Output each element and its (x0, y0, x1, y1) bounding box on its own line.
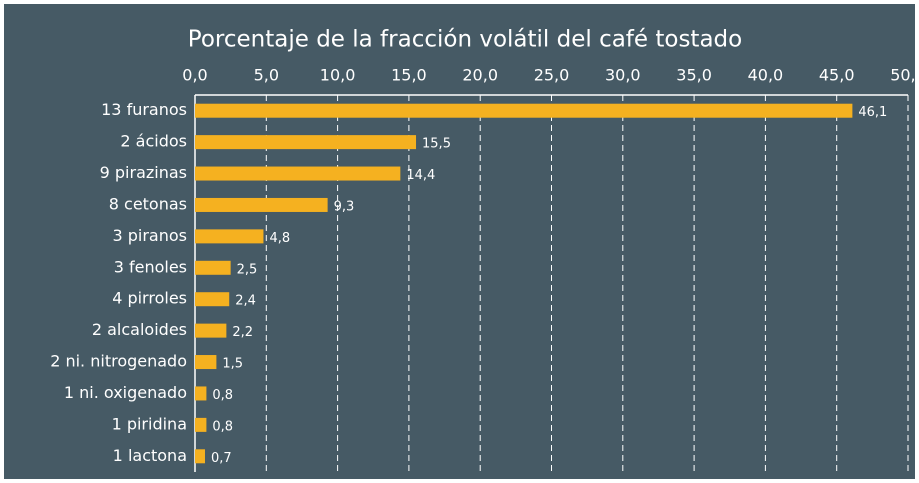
value-label: 9,3 (334, 199, 355, 214)
y-tick-label: 13 furanos (101, 100, 187, 119)
value-label: 15,5 (422, 137, 451, 152)
y-tick-label: 4 pirroles (112, 289, 187, 308)
bar (195, 197, 328, 212)
background (4, 4, 915, 479)
value-label: 2,5 (237, 262, 258, 277)
y-tick-label: 3 fenoles (114, 257, 187, 276)
bar (195, 103, 853, 118)
bar (195, 135, 417, 150)
value-label: 2,2 (232, 325, 253, 340)
x-tick-label: 10,0 (320, 66, 356, 85)
y-tick-label: 2 ni. nitrogenado (50, 352, 187, 371)
y-tick-label: 1 ni. oxigenado (64, 383, 187, 402)
bar (195, 323, 227, 338)
bar (195, 386, 207, 401)
value-label: 46,1 (858, 105, 887, 120)
y-tick-label: 1 lactona (113, 446, 187, 465)
y-tick-label: 2 alcaloides (92, 320, 187, 339)
x-tick-label: 5,0 (254, 66, 279, 85)
x-tick-label: 35,0 (676, 66, 712, 85)
y-tick-label: 1 piridina (112, 414, 187, 433)
bar (195, 292, 230, 307)
value-label: 14,4 (406, 168, 435, 183)
x-tick-label: 20,0 (462, 66, 498, 85)
value-label: 0,8 (212, 419, 233, 434)
bar (195, 449, 205, 464)
value-label: 1,5 (222, 357, 243, 372)
bar (195, 166, 401, 181)
bar (195, 229, 264, 244)
y-tick-label: 9 pirazinas (100, 163, 187, 182)
bar (195, 355, 217, 370)
value-label: 0,8 (212, 388, 233, 403)
x-tick-label: 40,0 (748, 66, 784, 85)
x-tick-label: 50,0 (890, 66, 919, 85)
x-tick-label: 15,0 (391, 66, 427, 85)
value-label: 0,7 (211, 451, 232, 466)
chart-title: Porcentaje de la fracción volátil del ca… (188, 27, 742, 53)
value-label: 2,4 (235, 294, 256, 309)
x-tick-label: 0,0 (182, 66, 207, 85)
x-tick-label: 30,0 (605, 66, 641, 85)
x-tick-label: 45,0 (819, 66, 855, 85)
value-label: 4,8 (269, 231, 290, 246)
x-tick-label: 25,0 (534, 66, 570, 85)
y-tick-label: 8 cetonas (109, 194, 187, 213)
y-tick-label: 3 piranos (112, 226, 187, 245)
bar (195, 260, 231, 275)
y-tick-label: 2 ácidos (120, 132, 187, 151)
bar (195, 417, 207, 432)
